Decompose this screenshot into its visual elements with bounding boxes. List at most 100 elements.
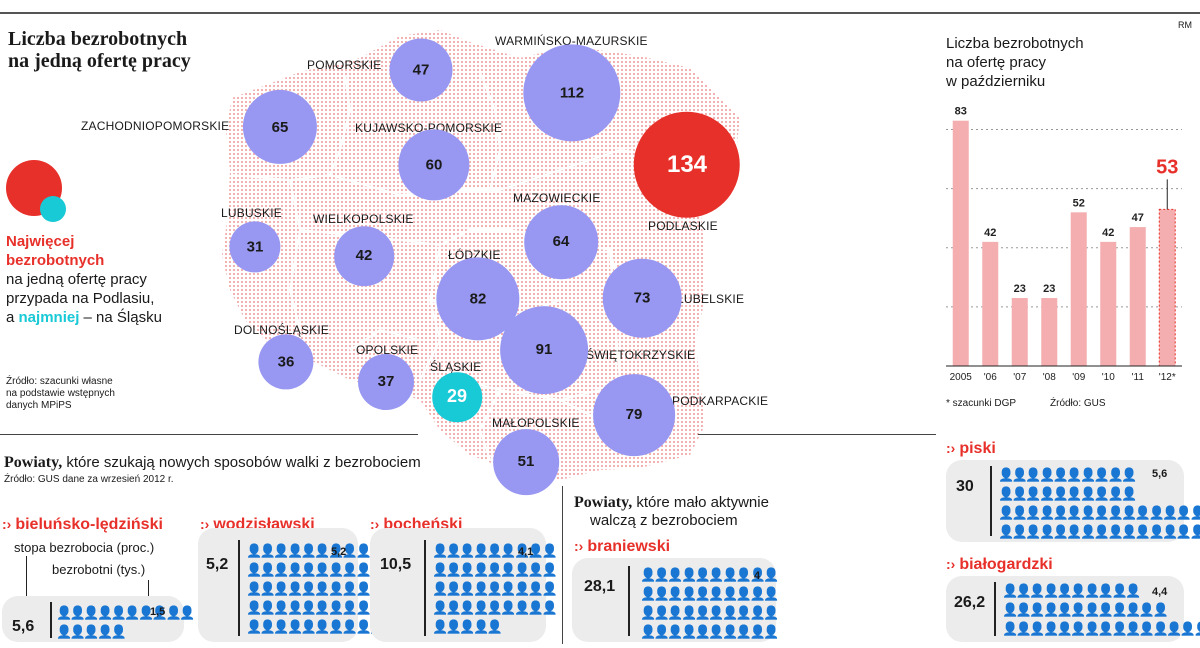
map-source: Źródło: szacunki własne na podstawie wst… [6,376,166,412]
label-malopolskie: MAŁOPOLSKIE [492,416,580,430]
bar-tick-label: '08 [1043,372,1056,383]
panel-bochenski [370,528,546,642]
rate-bialogardzki: 26,2 [954,594,986,611]
bubble-lubelskie: 73 [602,258,682,338]
bar-source: Źródło: GUS [1050,398,1106,409]
people-wodzislawski: 👤👤👤👤👤👤👤👤👤👤 👤👤👤👤👤👤👤👤👤👤 👤👤👤👤👤👤👤👤👤👤 👤👤👤👤👤👤👤… [246,544,399,635]
label-lubuskie: LUBUSKIE [221,206,282,220]
bar-tick-label: '09 [1072,372,1085,383]
panel-bielunsko [2,596,184,642]
section-passive-rest-2: walczą z bezrobociem [590,512,738,529]
divider-wodzislawski [238,540,240,636]
section-passive-heading: Powiaty, które mało aktywnie walczą z be… [574,494,769,530]
people-braniewski: 👤👤👤👤👤👤👤👤👤👤 👤👤👤👤👤👤👤👤👤👤 👤👤👤👤👤👤👤👤👤👤 👤👤👤👤👤👤👤… [640,568,779,640]
bubble-wielkopolskie: 42 [334,226,394,286]
bar-chart-title: Liczba bezrobotnych na ofertę pracy w pa… [946,34,1084,91]
bubble-swietokrzyskie: 91 [500,306,588,394]
panel-piski [946,460,1184,542]
bar-10 [1100,241,1117,366]
bar-value-label: 83 [955,106,967,118]
label-swietokrzyskie: ŚWIĘTOKRZYSKIE [586,348,696,362]
unemployed-braniewski: 4 [754,570,761,582]
label-pomorskie: POMORSKIE [307,58,382,72]
bubble-slaskie: 29 [432,372,482,422]
bubble-zachodniopomorskie: 65 [242,89,318,165]
legend-most-1: Najwięcej [6,233,75,250]
section-active-rest: które szukają nowych sposobów walki z be… [66,454,421,471]
map-source-2: na podstawie wstępnych [6,388,115,399]
label-mazowieckie: MAZOWIECKIE [513,191,601,205]
bar-chart: 83 2005 42 '06 23 '07 23 '08 52 '09 42 '10 47 '11 53 '1… [946,106,1182,383]
people-bialogardzki: 👤👤👤👤👤👤👤👤👤👤 👤👤👤👤👤👤👤👤👤👤👤👤 👤👤👤👤👤👤👤👤👤👤👤👤👤👤👤👤 [1002,584,1200,637]
legend-unemployed-pointer [148,580,149,598]
bubble-podkarpackie: 79 [593,374,675,456]
bar-value-label: 23 [1043,283,1055,295]
unemployed-bielunsko: 1,5 [150,606,166,618]
map-outline [222,30,740,480]
legend-suffix: – na Śląsku [83,309,162,326]
author-credit: RM [1178,20,1192,30]
bubble-kujawsko-pomorskie: 60 [398,129,470,201]
bar-tick-label: '11 [1132,372,1145,383]
bar-tick-label: '07 [1013,372,1026,383]
panel-braniewski [572,558,776,642]
legend-least-word: najmniej [18,309,80,326]
county-label-piski: piski [959,440,996,457]
bubble-dolnoslaskie: 36 [258,334,314,390]
legend-unemployed-label: bezrobotni (tys.) [52,562,146,577]
bubble-mazowieckie: 64 [524,205,598,279]
legend-prefix: a [6,309,15,326]
bar-07 [1011,298,1028,366]
bar-footnote: * szacunki DGP [946,398,1017,409]
county-name-bialogardzki: :› białogardzki [946,556,1053,573]
legend-most-2: bezrobotnych [6,252,105,269]
bubble-podlaskie: 134 [633,111,741,219]
legend-min-bubble [40,196,66,222]
rate-piski: 30 [956,478,974,495]
bar-title-1: Liczba bezrobotnych [946,35,1084,52]
bar-tick-label: '06 [984,372,997,383]
label-podlaskie: PODLASKIE [648,219,718,233]
divider-bielunsko [50,602,52,638]
title-line-1: Liczba bezrobotnych [8,28,188,50]
section-active-heading: Powiaty, które szukają nowych sposobów w… [4,454,421,472]
map-source-1: Źródło: szacunki własne [6,376,113,387]
bar-value-label: 42 [984,227,996,239]
bubble-opolskie: 37 [358,354,414,410]
label-wielkopolskie: WIELKOPOLSKIE [313,212,414,226]
top-rule [0,12,1200,14]
unemployed-bialogardzki: 4,4 [1152,586,1168,598]
county-name-braniewski: :› braniewski [574,538,671,555]
rate-bielunsko: 5,6 [12,618,35,635]
panel-wodzislawski [198,528,358,642]
bubble-malopolskie: 51 [493,429,559,495]
unemployed-bochenski: 4,1 [518,546,534,558]
separator-left [0,434,418,435]
people-piski: 👤👤👤👤👤👤👤👤👤👤 👤👤👤👤👤👤👤👤👤👤 👤👤👤👤👤👤👤👤👤👤👤👤👤👤👤 👤👤… [998,468,1200,540]
label-zachodniopomorskie: ZACHODNIOPOMORSKIE [81,119,230,133]
legend-line-3: a najmniej – na Śląsku [6,308,206,327]
rate-wodzislawski: 5,2 [206,556,229,573]
bar-tick-label: '10 [1102,372,1115,383]
bar-09 [1070,212,1087,366]
bar-value-label: 47 [1132,212,1144,224]
bubble-lubuskie: 31 [229,221,281,273]
bar-title-3: w październiku [946,73,1046,90]
bubble-pomorskie: 47 [389,38,453,102]
divider-braniewski [628,566,630,636]
rate-bochenski: 10,5 [380,556,412,573]
map-source-3: danych MPiPS [6,400,72,411]
legend-line-2: przypada na Podlasiu, [6,290,155,307]
bar-11 [1129,227,1146,366]
divider-bochenski [424,540,426,636]
label-slaskie: ŚLĄSKIE [430,360,482,374]
people-bielunsko: 👤👤👤👤👤👤👤👤👤👤 👤👤👤👤👤 [56,606,195,640]
bar-value-label: 52 [1073,197,1085,209]
county-label-bielunsko: bieluńsko-lędziński [15,516,163,533]
separator-vertical [562,486,563,644]
bar-tick-label: '12* [1159,372,1176,383]
label-opolskie: OPOLSKIE [356,343,419,357]
bar-2005 [952,120,969,366]
divider-bialogardzki [994,582,996,636]
bubble-warminsko-mazurskie: 112 [523,44,621,142]
